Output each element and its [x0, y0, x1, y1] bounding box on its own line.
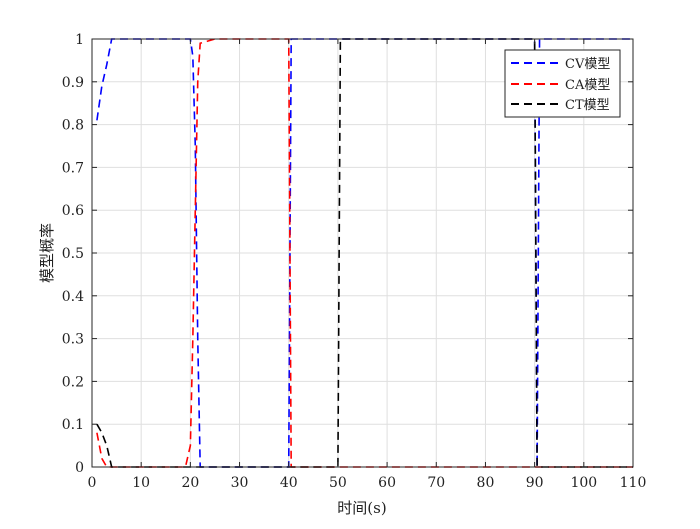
y-tick-label: 0.2	[62, 374, 84, 390]
x-tick-label: 40	[280, 475, 298, 491]
y-tick-label: 0.5	[62, 246, 84, 262]
ca-series-line	[96, 38, 633, 468]
y-tick-label: 0.9	[62, 75, 84, 91]
y-tick-label: 0.3	[62, 332, 84, 348]
ct-series-line	[96, 38, 633, 468]
y-tick-label: 0	[75, 460, 84, 476]
x-tick-label: 80	[477, 475, 495, 491]
legend: CV模型 CA模型 CT模型	[504, 49, 621, 118]
legend-label-cv: CV模型	[565, 57, 610, 72]
x-tick-label: 50	[329, 475, 347, 491]
x-tick-label: 10	[132, 475, 150, 491]
x-axis-title: 时间(s)	[337, 499, 386, 517]
y-axis-title: 模型概率	[38, 223, 56, 283]
legend-label-ct: CT模型	[565, 98, 610, 113]
y-tick-label: 1	[75, 32, 84, 48]
x-tick-label: 30	[231, 475, 249, 491]
x-tick-label: 100	[570, 475, 597, 491]
y-tick-label: 0.1	[62, 417, 84, 433]
y-tick-label: 0.7	[62, 160, 84, 176]
y-tick-label: 0.6	[62, 203, 84, 219]
x-tick-label: 20	[181, 475, 199, 491]
axis-ticks: 0 10 20 30 40 50 60 70 80 90 100 110 0 0.1 0.2 0.3 0.4 0.…	[62, 32, 647, 491]
x-tick-label: 70	[427, 475, 445, 491]
y-tick-label: 0.8	[62, 118, 84, 134]
legend-label-ca: CA模型	[565, 78, 610, 93]
y-tick-label: 0.4	[62, 289, 84, 305]
x-tick-label: 60	[378, 475, 396, 491]
x-tick-label: 90	[526, 475, 544, 491]
x-tick-label: 0	[88, 475, 97, 491]
x-tick-label: 110	[620, 475, 647, 491]
